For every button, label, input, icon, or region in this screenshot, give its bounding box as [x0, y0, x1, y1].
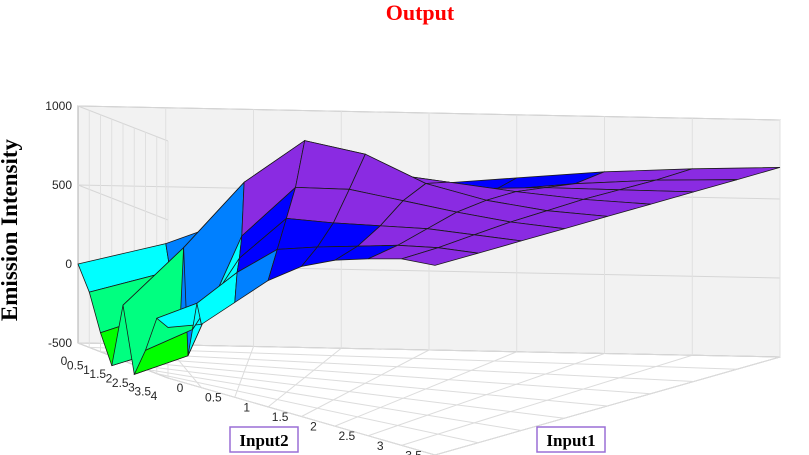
surface-face [401, 247, 479, 266]
x-tick-label: 0.5 [205, 391, 222, 405]
x-tick-label: 1.5 [272, 410, 289, 424]
z-tick-label: 0 [65, 257, 72, 271]
x-tick-label: 3 [377, 439, 384, 453]
y-axis-label-box [229, 426, 299, 453]
y-tick-label: 2 [106, 372, 113, 386]
y-tick-label: 1.5 [89, 367, 106, 381]
z-tick-label: 1000 [45, 99, 72, 113]
x-tick-label: 2.5 [339, 429, 356, 443]
x-axis-label-box [536, 426, 606, 453]
chart-title: Output [386, 0, 455, 25]
y-tick-label: 3 [128, 380, 135, 394]
floor [77, 342, 781, 455]
x-tick-label: 0 [177, 381, 184, 395]
floor-gridline-x [368, 353, 605, 437]
y-tick-label: 1 [83, 363, 90, 377]
y-tick-label: 2.5 [112, 376, 129, 390]
surface-mesh [77, 139, 781, 376]
floor-gridline-x [334, 351, 517, 427]
floor-gridline-y [167, 377, 436, 455]
y-tick-label: 4 [151, 389, 158, 403]
y-tick-label: 3.5 [134, 385, 151, 399]
floor-gridline-y [156, 373, 479, 444]
floor-gridline-y [122, 360, 608, 407]
z-axis-label: Emission Intensity [0, 138, 22, 321]
floor-gridline-y [134, 364, 565, 419]
axes-grid [77, 105, 781, 455]
floor-gridline-x [434, 356, 781, 455]
y-axis-label: Input2 [239, 431, 288, 450]
floor-gridline-y [145, 368, 522, 431]
z-tick-label: -500 [48, 336, 72, 350]
x-axis-label: Input1 [546, 431, 595, 450]
floor-gridline-x [401, 354, 693, 446]
x-tick-label: 3.5 [405, 448, 422, 455]
z-tick-label: 500 [52, 178, 72, 192]
x-tick-label: 2 [310, 420, 317, 434]
y-tick-label: 0 [61, 354, 68, 368]
y-tick-label: 0.5 [67, 358, 84, 372]
wall-gridline-z [77, 105, 781, 142]
x-tick-label: 1 [243, 400, 250, 414]
